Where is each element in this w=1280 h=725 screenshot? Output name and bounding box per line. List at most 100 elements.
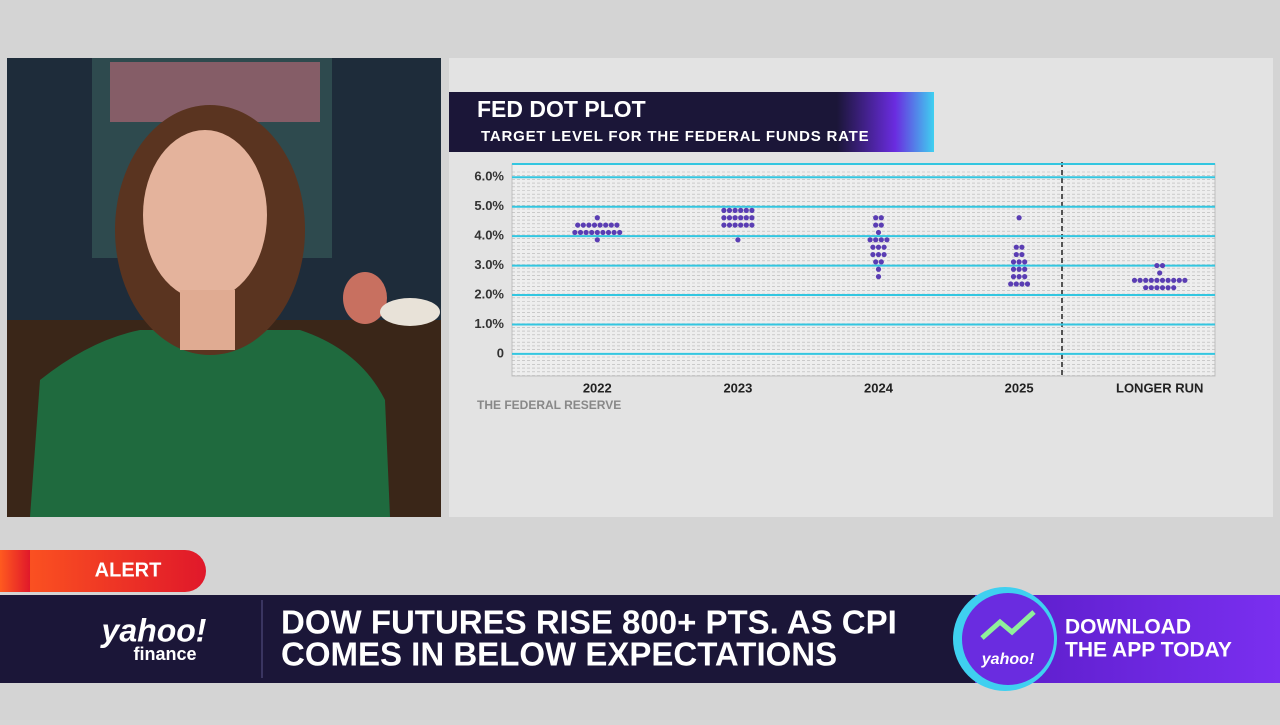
chart-subtitle: TARGET LEVEL FOR THE FEDERAL FUNDS RATE (481, 128, 869, 145)
app-promo-1: DOWNLOAD (1065, 616, 1191, 639)
dot (1019, 281, 1025, 287)
dot (1182, 277, 1188, 283)
dot (577, 229, 584, 236)
dot (1013, 251, 1019, 258)
dot (580, 222, 586, 228)
dot (878, 215, 884, 221)
dot (1013, 281, 1019, 287)
dot (743, 222, 749, 228)
dot (1159, 285, 1166, 291)
dot (726, 222, 733, 228)
dot (873, 237, 879, 243)
dot (873, 222, 879, 228)
x-tick-label: LONGER RUN (1116, 380, 1203, 395)
dot (1159, 262, 1166, 269)
logo-sub: finance (133, 644, 196, 664)
x-tick-label: 2022 (583, 380, 612, 395)
dot (594, 237, 600, 243)
dot (1176, 277, 1182, 283)
dot (1165, 285, 1171, 291)
dot (1143, 277, 1149, 283)
plot-area (511, 163, 1216, 377)
dot (749, 222, 755, 228)
chart-title: FED DOT PLOT (477, 96, 646, 122)
dot (875, 244, 882, 250)
dot (749, 207, 755, 213)
dot (1148, 277, 1154, 283)
dot (1016, 215, 1022, 221)
dot (884, 237, 890, 243)
dot (878, 237, 884, 243)
dot (614, 222, 620, 228)
y-tick-label: 3.0% (474, 257, 504, 272)
app-trend (980, 610, 1036, 640)
dot (572, 229, 578, 236)
dot (594, 215, 600, 221)
dot (1165, 277, 1171, 283)
dot (873, 215, 879, 221)
alert-pill (0, 550, 206, 592)
dot (721, 222, 727, 228)
y-tick-label: 1.0% (474, 316, 504, 331)
dot (600, 229, 606, 236)
dot (875, 229, 882, 236)
dot (738, 215, 744, 221)
dot (743, 207, 749, 213)
dot (594, 229, 600, 236)
dot (1019, 251, 1025, 258)
x-tick-label: 2023 (723, 380, 752, 395)
dot (1022, 266, 1028, 272)
dot (1159, 277, 1166, 283)
dot (732, 222, 738, 228)
dot (1154, 285, 1160, 291)
dot (603, 222, 609, 228)
dot (749, 215, 755, 221)
minor-grid (512, 171, 1215, 376)
dot (1154, 277, 1160, 283)
dot (1131, 277, 1138, 283)
app-promo-2: THE APP TODAY (1065, 639, 1232, 662)
dot (1171, 277, 1177, 283)
dot (1154, 262, 1160, 269)
dot (1010, 259, 1017, 265)
headline-1: DOW FUTURES RISE 800+ PTS. AS CPI (281, 604, 897, 641)
dot (1171, 285, 1177, 291)
dot (1143, 285, 1149, 291)
dot (1016, 266, 1022, 272)
dot (875, 251, 882, 258)
app-logo: yahoo! (981, 651, 1035, 668)
dot (586, 222, 592, 228)
x-tick-label: 2025 (1005, 380, 1034, 395)
dot (1013, 244, 1019, 250)
dot (878, 259, 884, 265)
dot (1157, 270, 1163, 276)
dot (870, 251, 876, 258)
title-bar (449, 92, 934, 152)
dot (875, 274, 882, 280)
dot (1022, 259, 1028, 265)
y-tick-label: 0 (497, 345, 504, 360)
logo: yahoo! (100, 612, 207, 648)
dot (1137, 277, 1143, 283)
dot (1022, 274, 1028, 280)
y-tick-label: 2.0% (474, 286, 504, 301)
dot (873, 259, 879, 265)
dot (1010, 266, 1017, 272)
alert: ALERT (95, 559, 162, 581)
dot (878, 222, 884, 228)
dot (575, 222, 581, 228)
dot (743, 215, 749, 221)
y-tick-label: 4.0% (474, 228, 504, 243)
source: THE FEDERAL RESERVE (477, 398, 621, 412)
dot (583, 229, 589, 236)
dot (881, 244, 887, 250)
dot (735, 237, 741, 243)
dot (726, 215, 733, 221)
dot (1016, 274, 1022, 280)
app-icon (962, 593, 1054, 685)
dot (881, 251, 887, 258)
dot (867, 237, 873, 243)
dot (1010, 274, 1017, 280)
dot (732, 207, 738, 213)
dot (589, 229, 595, 236)
